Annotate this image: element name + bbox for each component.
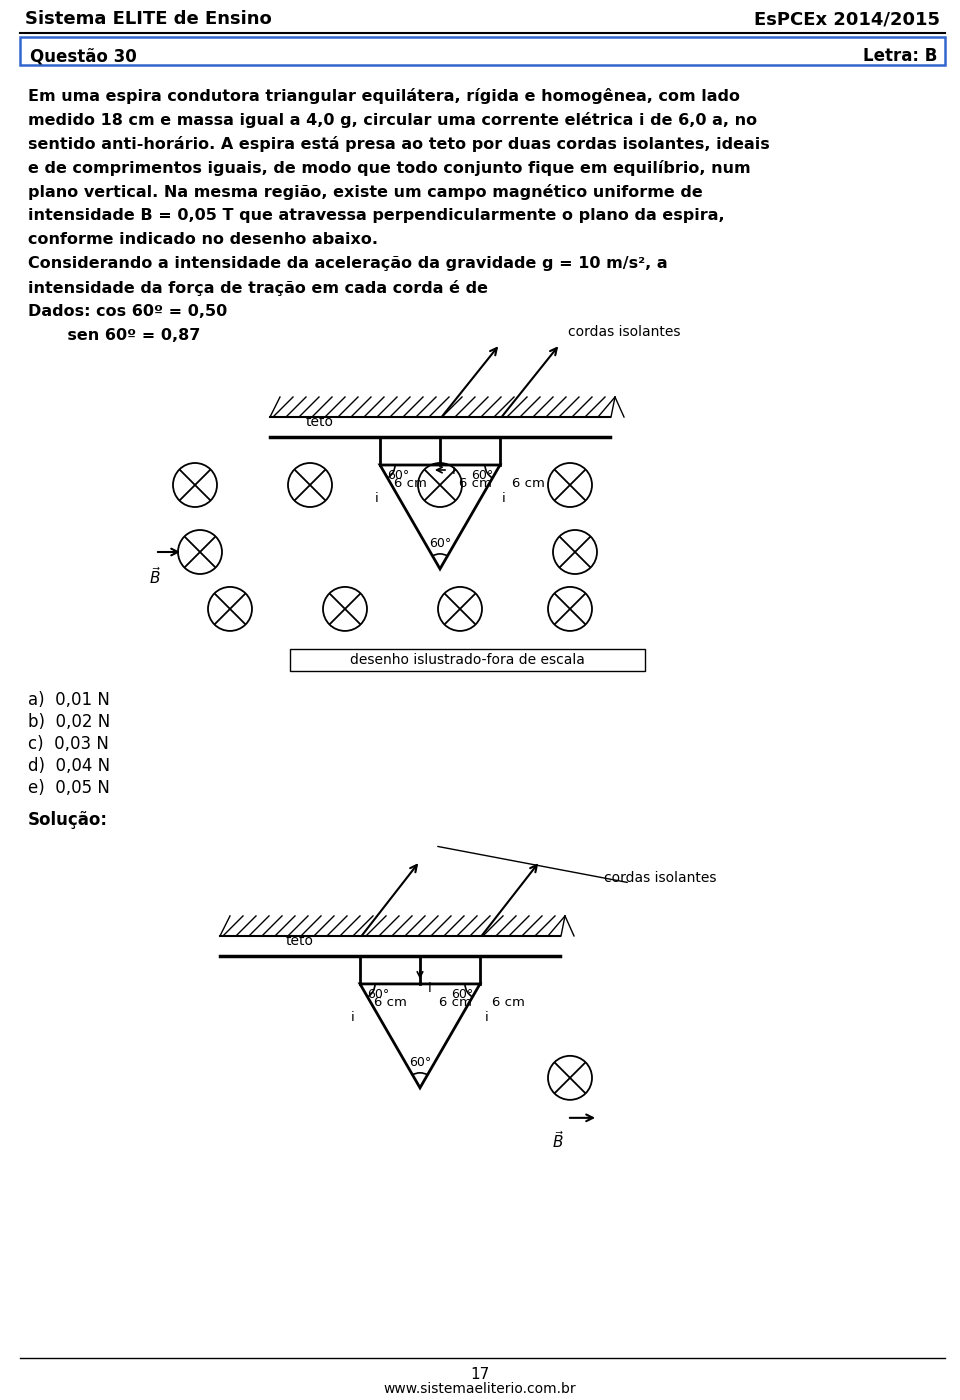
Text: $\vec{B}$: $\vec{B}$ [149,566,161,587]
Text: intensidade B = 0,05 T que atravessa perpendicularmente o plano da espira,: intensidade B = 0,05 T que atravessa per… [28,209,725,223]
Text: teto: teto [306,414,334,428]
Text: teto: teto [286,934,314,948]
Text: i: i [502,491,506,505]
Text: Letra: B: Letra: B [863,48,937,64]
Text: 6 cm: 6 cm [512,477,544,490]
Text: $\vec{B}$: $\vec{B}$ [552,1130,564,1151]
Text: 60°: 60° [429,538,451,550]
Text: 60°: 60° [387,469,409,482]
Text: 60°: 60° [470,469,493,482]
Text: intensidade da força de tração em cada corda é de: intensidade da força de tração em cada c… [28,280,488,295]
Text: Considerando a intensidade da aceleração da gravidade g = 10 m/s², a: Considerando a intensidade da aceleração… [28,256,667,272]
Text: 60°: 60° [451,988,473,1001]
Text: e de comprimentos iguais, de modo que todo conjunto fique em equilíbrio, num: e de comprimentos iguais, de modo que to… [28,160,751,176]
Text: conforme indicado no desenho abaixo.: conforme indicado no desenho abaixo. [28,232,378,246]
Text: i: i [485,1011,489,1023]
Text: a)  0,01 N: a) 0,01 N [28,692,109,708]
Text: Dados: cos 60º = 0,50: Dados: cos 60º = 0,50 [28,304,228,319]
Text: i: i [374,491,378,505]
Text: d)  0,04 N: d) 0,04 N [28,757,110,776]
Text: i: i [351,1011,355,1023]
Text: 6 cm: 6 cm [439,995,471,1009]
Text: Questão 30: Questão 30 [30,48,136,64]
Text: 6 cm: 6 cm [459,477,492,490]
Text: b)  0,02 N: b) 0,02 N [28,713,110,731]
Text: plano vertical. Na mesma região, existe um campo magnético uniforme de: plano vertical. Na mesma região, existe … [28,183,703,200]
Bar [20,36,945,64]
Text: www.sistemaeliterio.com.br: www.sistemaeliterio.com.br [384,1382,576,1396]
Bar [290,650,645,671]
Text: 6 cm: 6 cm [373,995,406,1009]
Text: i: i [452,463,456,476]
Text: 6 cm: 6 cm [492,995,524,1009]
Text: 6 cm: 6 cm [394,477,426,490]
Text: e)  0,05 N: e) 0,05 N [28,778,109,797]
Text: medido 18 cm e massa igual a 4,0 g, circular uma corrente elétrica i de 6,0 a, n: medido 18 cm e massa igual a 4,0 g, circ… [28,112,757,127]
Text: cordas isolantes: cordas isolantes [604,871,716,885]
Text: EsPCEx 2014/2015: EsPCEx 2014/2015 [754,10,940,28]
Text: 60°: 60° [367,988,389,1001]
Text: c)  0,03 N: c) 0,03 N [28,735,108,753]
Text: i: i [428,983,432,995]
Text: cordas isolantes: cordas isolantes [568,325,681,339]
Text: Sistema ELITE de Ensino: Sistema ELITE de Ensino [25,10,272,28]
Text: sentido anti-horário. A espira está presa ao teto por duas cordas isolantes, ide: sentido anti-horário. A espira está pres… [28,136,770,153]
Text: desenho islustrado-fora de escala: desenho islustrado-fora de escala [350,652,585,666]
Text: 60°: 60° [409,1056,431,1068]
Text: Solução:: Solução: [28,811,108,829]
Text: sen 60º = 0,87: sen 60º = 0,87 [28,328,201,343]
Text: 17: 17 [470,1366,490,1382]
Text: Em uma espira condutora triangular equilátera, rígida e homogênea, com lado: Em uma espira condutora triangular equil… [28,88,740,104]
